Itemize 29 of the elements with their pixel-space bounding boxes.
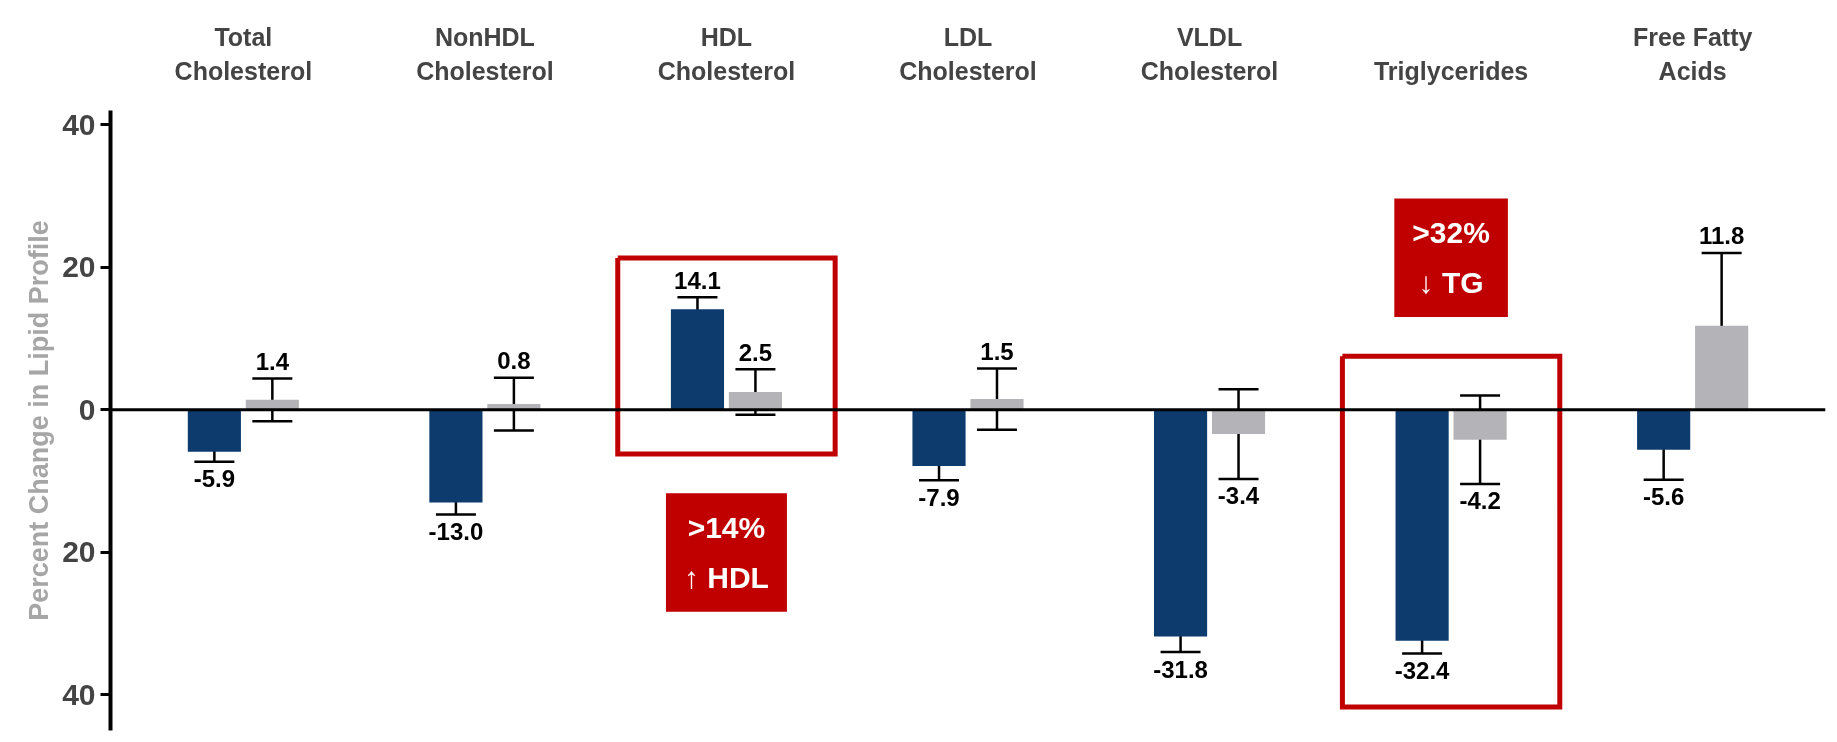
- x-tick-label: Total Cholesterol: [174, 22, 313, 85]
- data-label: 2.5: [738, 338, 773, 366]
- data-label: 1.5: [980, 337, 1014, 365]
- y-tick-label: 0: [78, 392, 96, 426]
- y-axis-title: Percent Change in Lipid Profile: [24, 220, 55, 621]
- band-label: >14% ↑ HDL: [683, 511, 769, 594]
- y-tick-label: 40: [62, 107, 96, 141]
- x-tick-label: Triglycerides: [1373, 56, 1529, 85]
- data-label: 11.8: [1698, 222, 1745, 250]
- y-tick-label: 20: [62, 535, 96, 569]
- data-label: 0.8: [497, 347, 531, 375]
- data-label: 14.1: [674, 266, 721, 294]
- y-tick-label: 40: [62, 677, 96, 711]
- x-tick-label: Free Fatty Acids: [1632, 22, 1753, 85]
- x-tick-label: NonHDL Cholesterol: [416, 22, 554, 85]
- x-tick-label: VLDL Cholesterol: [1140, 22, 1279, 85]
- data-label: -4.2: [1459, 487, 1501, 515]
- data-label: -3.4: [1217, 482, 1260, 510]
- data-label: -32.4: [1394, 657, 1451, 685]
- data-label: -31.8: [1153, 655, 1208, 683]
- data-label: -7.9: [918, 483, 960, 511]
- data-label: 1.4: [255, 347, 290, 375]
- band-label: >32% ↓ TG: [1412, 216, 1490, 299]
- data-label: -5.6: [1642, 483, 1685, 511]
- x-tick-label: HDL Cholesterol: [657, 22, 796, 85]
- data-label: -13.0: [428, 518, 484, 546]
- y-tick-label: 20: [62, 250, 96, 284]
- data-label: -5.9: [193, 465, 236, 493]
- x-tick-label: LDL Cholesterol: [899, 22, 1037, 85]
